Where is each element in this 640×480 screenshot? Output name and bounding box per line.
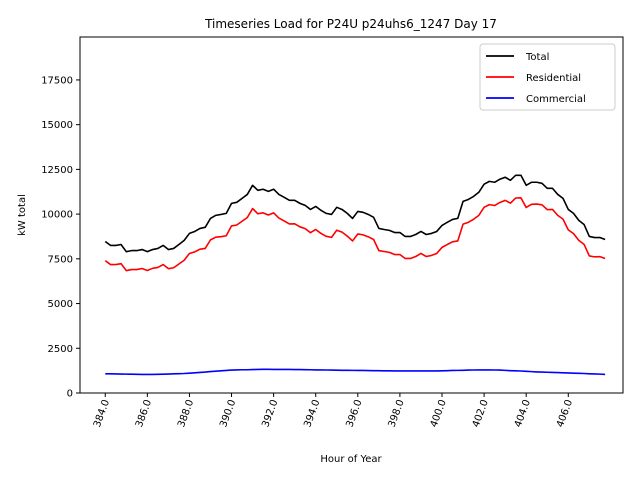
legend-box (479, 43, 616, 111)
y-tick-label: 0 (67, 389, 73, 400)
y-tick-label: 17500 (41, 75, 73, 86)
legend-label-commercial: Commercial (526, 94, 586, 105)
y-tick-label: 10000 (41, 210, 73, 221)
y-axis: 0 2500 5000 7500 10000 12500 15000 17500 (41, 75, 80, 400)
y-tick-label: 7500 (48, 254, 73, 265)
series-line-commercial (105, 368, 606, 376)
x-axis-label: Hour of Year (320, 454, 382, 465)
y-axis-label: kW total (17, 194, 28, 236)
legend-label-total: Total (525, 52, 549, 63)
chart-title: Timeseries Load for P24U p24uhs6_1247 Da… (204, 17, 497, 31)
series-layer (104, 174, 606, 376)
series-line-residential (104, 197, 606, 272)
plot-frame (79, 36, 624, 394)
legend-label-residential: Residential (526, 73, 581, 84)
series-line-total (104, 174, 606, 253)
y-tick-label: 2500 (48, 344, 73, 355)
y-tick-label: 5000 (48, 299, 73, 310)
legend: Total Residential Commercial (479, 43, 616, 111)
y-tick-label: 15000 (41, 120, 73, 131)
y-tick-label: 12500 (41, 165, 73, 176)
